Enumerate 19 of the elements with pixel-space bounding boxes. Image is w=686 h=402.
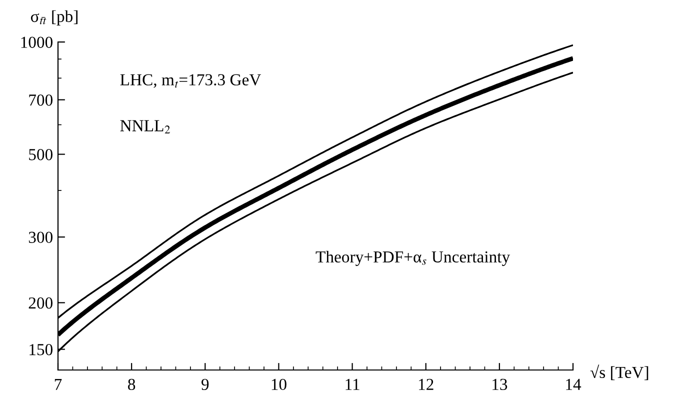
x-tick-label: 8 [128, 378, 136, 390]
x-tick-label: 9 [202, 378, 209, 390]
y-tick-label: 300 [28, 232, 53, 243]
annotation: NNLL$_{2}$ [120, 120, 170, 134]
x-tick-label: 7 [54, 378, 62, 390]
x-tick-label: 11 [346, 378, 360, 390]
annotation: LHC, m$_{t}$=173.3 GeV [120, 74, 262, 88]
x-axis-title: √s [TeV] [590, 364, 648, 380]
y-tick-label: 500 [29, 148, 53, 160]
y-tick-label: 150 [30, 344, 53, 356]
y-tick-label: 700 [29, 94, 53, 106]
x-tick-label: 14 [566, 378, 582, 390]
y-tick-label: 200 [28, 297, 53, 309]
x-tick-label: 12 [418, 378, 434, 390]
x-tick-label: 10 [272, 378, 286, 390]
y-tick-label: 1000 [21, 36, 53, 48]
x-tick-label: 13 [492, 378, 508, 390]
annotation: Theory+PDF+α$_{s}$ Uncertainty [316, 250, 510, 266]
y-axis-title: σ$_{tt̄}$ [pb] [30, 10, 78, 26]
